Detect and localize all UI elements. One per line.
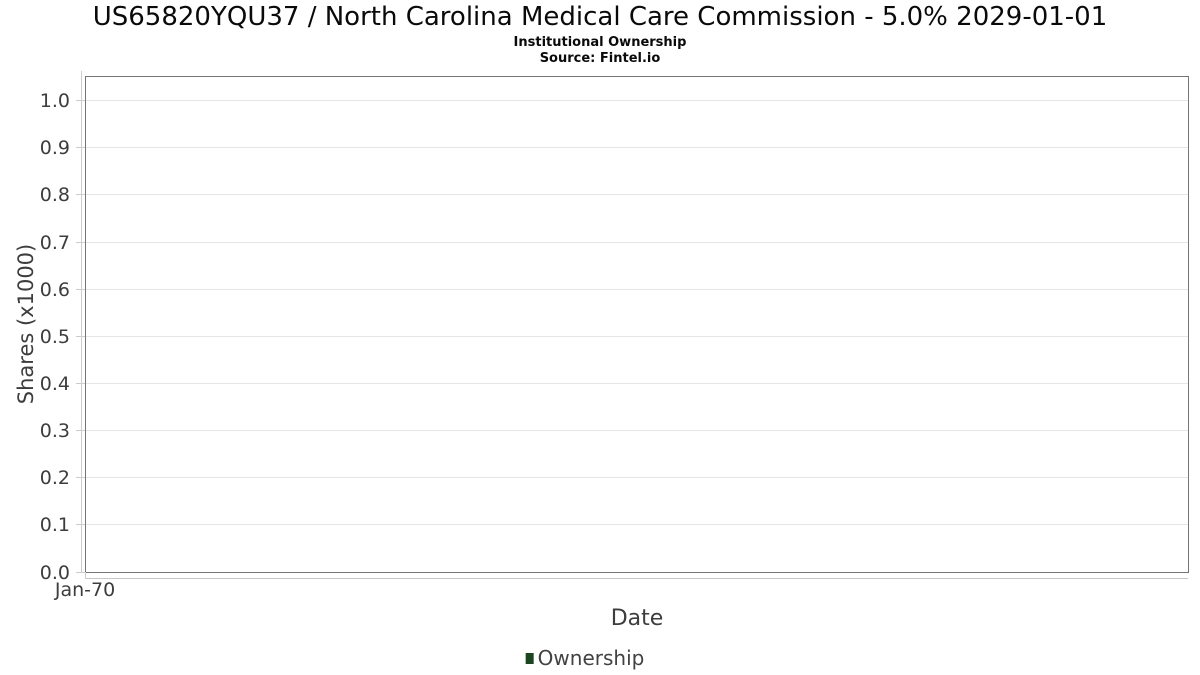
y-tick-mark	[76, 430, 85, 432]
y-tick-label: 0.3	[39, 420, 70, 443]
y-tick-mark	[76, 477, 85, 479]
y-axis-line	[81, 71, 82, 572]
y-tick-mark	[76, 194, 85, 196]
gridline-y-0.9	[86, 147, 1188, 149]
y-tick-mark	[76, 100, 85, 102]
gridline-y-0.6	[86, 288, 1188, 290]
y-tick-label: 0.8	[39, 184, 70, 207]
legend-item-ownership[interactable]: Ownership	[525, 646, 645, 670]
y-tick-label: 0.1	[39, 514, 70, 537]
chart-subtitle: Institutional Ownership	[513, 35, 687, 50]
y-tick-label: 0.5	[39, 325, 70, 348]
gridline-y-0.5	[86, 335, 1188, 337]
y-tick-mark	[76, 335, 85, 337]
y-tick-label: 0.2	[39, 467, 70, 490]
gridline-y-0.2	[86, 477, 1188, 479]
y-tick-label: 0.7	[39, 231, 70, 254]
y-tick-mark	[76, 382, 85, 384]
gridline-y-1.0	[86, 100, 1188, 102]
gridline-y-0.4	[86, 382, 1188, 384]
y-tick-mark	[76, 147, 85, 149]
gridline-y-0.8	[86, 194, 1188, 196]
y-tick-label: 0.4	[39, 372, 70, 395]
chart-title: US65820YQU37 / North Carolina Medical Ca…	[92, 2, 1108, 32]
y-tick-label: 0.6	[39, 278, 70, 301]
y-tick-mark	[76, 288, 85, 290]
gridline-y-0.1	[86, 524, 1188, 526]
legend-marker-icon	[525, 652, 534, 664]
y-tick-label: 0.0	[39, 561, 70, 584]
y-tick-mark	[76, 524, 85, 526]
x-axis-title: Date	[610, 606, 664, 631]
x-tick-label: Jan-70	[54, 579, 116, 601]
y-tick-mark	[76, 571, 85, 573]
y-tick-label: 0.9	[39, 137, 70, 160]
y-tick-mark	[76, 241, 85, 243]
plot-area	[76, 71, 1189, 579]
gridline-y-0.3	[86, 430, 1188, 432]
x-tick-mark	[85, 572, 86, 579]
chart-source-credit: Source: Fintel.io	[539, 51, 661, 66]
x-axis-line	[86, 578, 1188, 579]
y-tick-label: 1.0	[39, 90, 70, 113]
gridline-y-0.7	[86, 241, 1188, 243]
legend-label: Ownership	[537, 646, 645, 670]
y-axis-tick-labels: 0.0 0.1 0.2 0.3 0.4 0.5 0.6 0.7 0.8 0.9 1.0	[0, 76, 74, 583]
